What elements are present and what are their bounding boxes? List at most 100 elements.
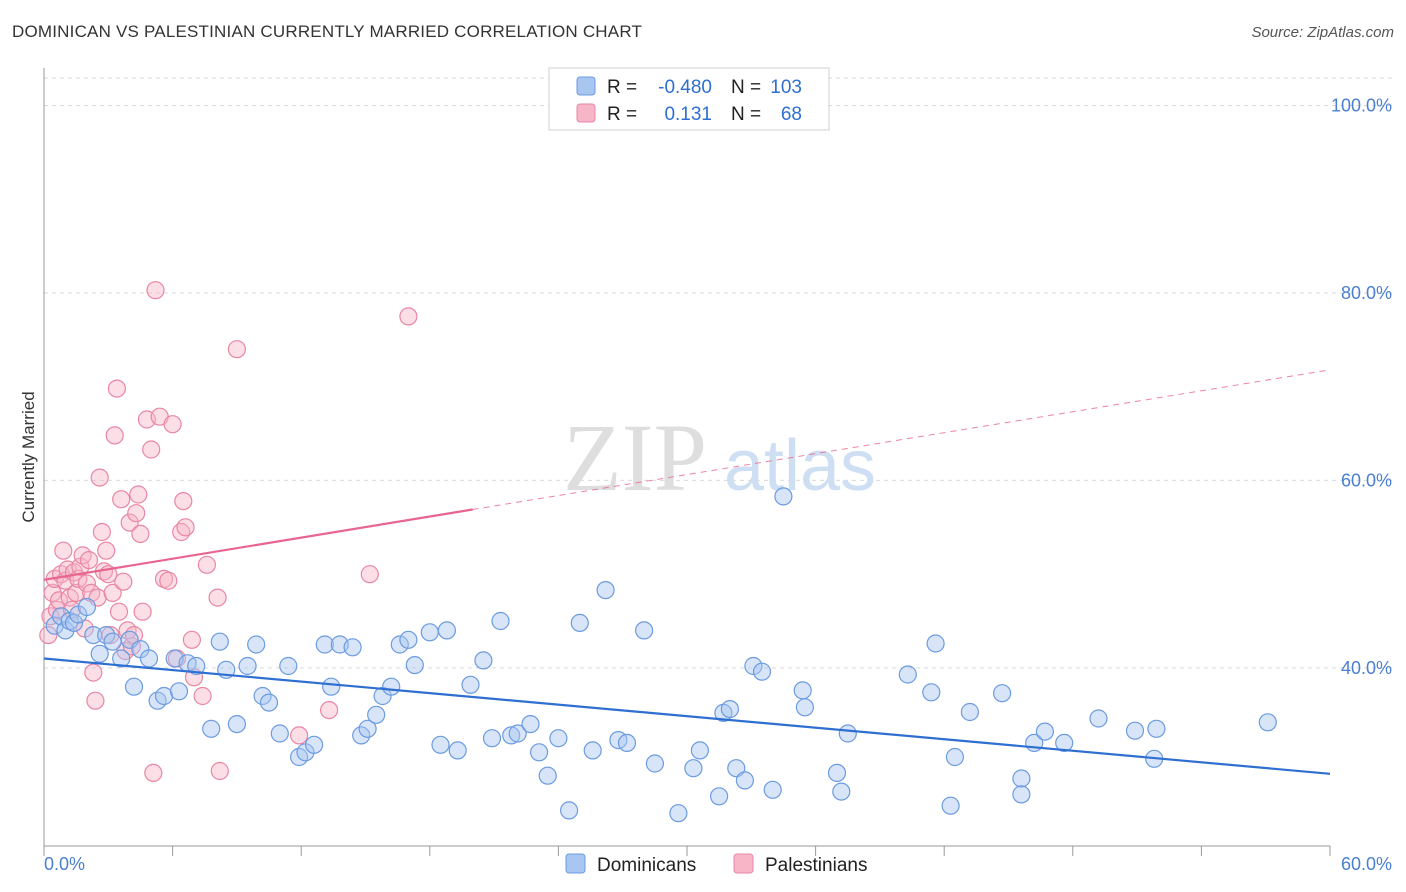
series-legend: Dominicans Palestinians: [565, 853, 867, 876]
dominican-point-45: [399, 630, 418, 649]
dominican-point-22: [202, 719, 221, 738]
dominican-point-81: [793, 681, 812, 700]
dominican-point-80: [774, 487, 793, 506]
dominican-point-29: [259, 693, 279, 712]
palestinian-point-59: [197, 555, 216, 574]
palestinian-point-33: [109, 602, 129, 621]
dominican-point-83: [827, 763, 847, 783]
dominican-point-85: [838, 724, 857, 743]
palestinian-point-60: [208, 588, 227, 607]
legend-swatch-dominicans: [576, 76, 596, 96]
dominican-point-40: [358, 719, 377, 738]
legend-r-value-2: 0.131: [664, 104, 712, 125]
dominican-point-86: [898, 665, 917, 684]
dominican-point-88: [926, 634, 945, 653]
dominican-point-93: [1012, 769, 1031, 788]
dominican-point-98: [1089, 709, 1108, 728]
dominican-point-84: [832, 782, 851, 801]
dominican-point-82: [795, 698, 815, 717]
palestinian-point-21: [84, 663, 103, 682]
dominican-point-96: [1035, 722, 1055, 741]
dominican-point-47: [420, 623, 439, 642]
dominican-point-36: [322, 677, 341, 696]
bottom-legend-dominicans: Dominicans: [597, 855, 696, 876]
dominican-point-92: [992, 684, 1012, 703]
palestinians-trend-extension: [472, 369, 1331, 510]
dominican-point-13: [124, 677, 144, 696]
dominican-point-9: [97, 625, 116, 645]
dominican-point-41: [367, 705, 386, 724]
y-tick-labels: 40.0% 60.0% 80.0% 100.0%: [1331, 95, 1392, 677]
palestinian-point-51: [163, 415, 182, 434]
dominican-point-48: [431, 735, 450, 754]
legend-r-label-2: R =: [607, 104, 637, 125]
palestinian-point-22: [86, 691, 105, 710]
dominican-point-50: [448, 741, 467, 760]
dominican-point-102: [1258, 713, 1277, 732]
dominican-point-4: [64, 613, 84, 633]
dominican-point-87: [922, 683, 941, 702]
bottom-legend-swatch-dominicans: [565, 853, 586, 874]
palestinian-point-25: [92, 522, 112, 542]
dominican-point-31: [279, 656, 298, 676]
palestinian-point-66: [399, 307, 418, 326]
palestinian-point-44: [133, 602, 152, 621]
dominican-point-17: [154, 686, 174, 706]
dominican-point-38: [343, 638, 362, 657]
dominican-point-62: [570, 613, 589, 633]
dominican-point-99: [1125, 721, 1145, 740]
dominican-point-63: [583, 741, 602, 760]
dominican-point-30: [270, 724, 289, 743]
trend-lines: [43, 369, 1331, 775]
palestinian-point-42: [129, 485, 148, 504]
dominican-point-101: [1147, 719, 1166, 738]
watermark-atlas: atlas: [724, 426, 876, 506]
legend-r-value-1: -0.480: [658, 77, 712, 98]
dominican-point-54: [491, 611, 510, 631]
dominican-point-72: [709, 787, 729, 806]
legend-box: [548, 67, 830, 131]
palestinian-point-1: [41, 607, 60, 626]
dominican-point-71: [690, 741, 710, 760]
dominican-point-58: [529, 743, 549, 762]
source-label: Source: ZipAtlas.com: [1251, 24, 1394, 41]
dominican-point-79: [763, 780, 782, 799]
dominican-point-90: [945, 747, 965, 767]
dominican-point-61: [559, 801, 579, 820]
dominican-point-26: [238, 656, 257, 676]
palestinian-point-30: [103, 583, 122, 603]
dominican-point-6: [77, 597, 97, 617]
palestinian-point-18: [77, 574, 97, 593]
palestinian-point-50: [159, 571, 178, 590]
palestinian-point-38: [120, 513, 139, 532]
palestinian-point-56: [182, 630, 201, 649]
dominican-point-51: [461, 675, 480, 694]
palestinian-point-46: [142, 440, 161, 459]
dominican-point-89: [941, 796, 960, 815]
palestinian-point-61: [210, 761, 229, 781]
dominican-point-19: [169, 682, 189, 701]
palestinian-point-41: [127, 504, 146, 523]
y-axis-title: Currently Married: [19, 391, 38, 522]
palestinian-point-62: [227, 340, 246, 359]
dominican-point-25: [227, 714, 246, 734]
palestinian-point-32: [107, 379, 127, 398]
bottom-legend-swatch-palestinians: [733, 853, 754, 874]
palestinian-point-2: [43, 583, 62, 603]
dominican-point-8: [90, 644, 109, 663]
y-tick-label-80: 80.0%: [1341, 283, 1392, 303]
dominican-point-91: [960, 702, 980, 722]
dominican-point-39: [352, 726, 371, 745]
dominican-point-76: [735, 771, 755, 790]
legend-n-label-2: N =: [731, 104, 761, 125]
y-tick-label-40: 40.0%: [1341, 658, 1392, 678]
dominican-point-56: [508, 724, 527, 743]
dominican-point-94: [1012, 785, 1031, 804]
palestinian-point-24: [90, 468, 109, 487]
watermark-zip: ZIP: [563, 404, 707, 511]
legend-n-label-1: N =: [731, 77, 761, 98]
dominican-point-7: [84, 625, 103, 645]
dominican-point-28: [253, 686, 272, 706]
dominican-point-34: [305, 735, 324, 754]
